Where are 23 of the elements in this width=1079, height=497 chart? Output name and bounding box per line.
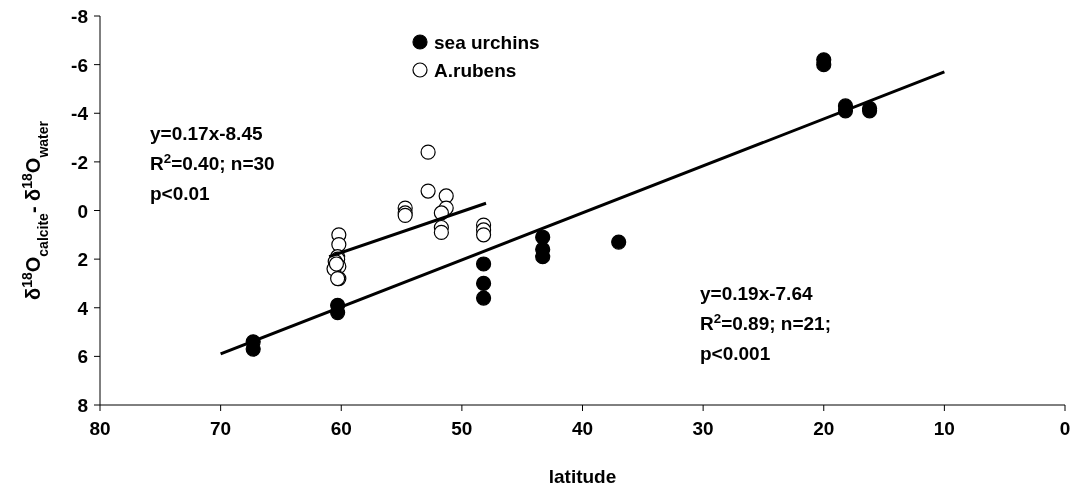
y-tick-label: 2 bbox=[77, 249, 88, 271]
annotation: y=0.17x-8.45 R$^{2}$=0.40; n=30 p<0.01 bbox=[150, 123, 275, 204]
x-tick-label: 30 bbox=[692, 418, 714, 439]
y-tick-label: -6 bbox=[71, 54, 88, 76]
x-tick-label: 60 bbox=[330, 418, 352, 439]
x-tick-label: 0 bbox=[1059, 418, 1071, 439]
y-tick-label: -8 bbox=[71, 6, 88, 27]
legend-label: sea urchins bbox=[434, 32, 540, 53]
x-tick-label: 20 bbox=[813, 418, 835, 439]
y-tick-label: -4 bbox=[71, 103, 89, 125]
x-tick-label: 40 bbox=[571, 418, 594, 439]
x-tick-label: 70 bbox=[210, 418, 232, 439]
x-tick-label: 50 bbox=[451, 418, 473, 439]
y-tick-label: 0 bbox=[77, 200, 88, 222]
x-tick-label: 10 bbox=[933, 418, 955, 439]
legend-label: A.rubens bbox=[434, 60, 517, 81]
y-tick-label: 6 bbox=[77, 346, 88, 368]
y-tick-label: 8 bbox=[77, 395, 88, 416]
y-tick-label: -2 bbox=[71, 151, 88, 173]
y-tick-label: 4 bbox=[77, 297, 89, 319]
x-axis-title: latitude bbox=[548, 466, 617, 487]
x-tick-label: 80 bbox=[89, 418, 111, 439]
annotation: y=0.19x-7.64 R$^{2}$=0.89; n=21; p<0.001 bbox=[700, 283, 831, 364]
